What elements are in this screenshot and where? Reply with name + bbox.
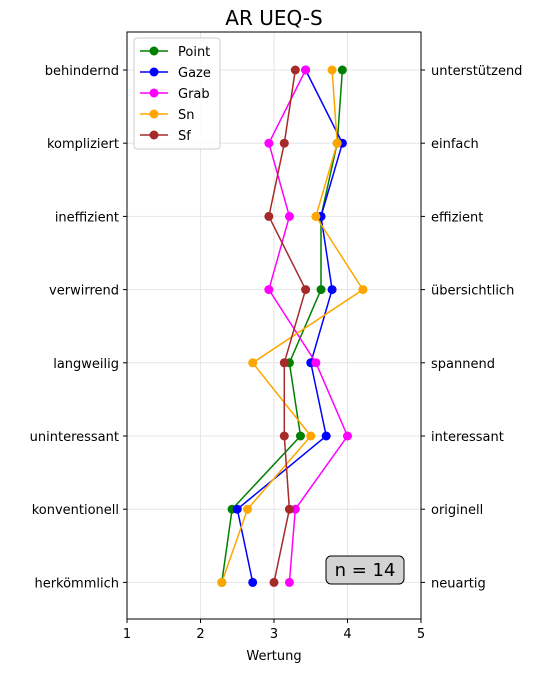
legend-label: Point: [178, 45, 210, 60]
data-point-gaze: [248, 577, 258, 587]
series-layer: [217, 65, 368, 587]
data-point-grab: [284, 211, 294, 221]
legend-box: [133, 37, 221, 150]
x-tick-label: 4: [343, 627, 351, 642]
data-point-sn: [358, 285, 368, 295]
y-label-left: kompliziert: [47, 137, 119, 152]
y-label-left: herkömmlich: [34, 576, 119, 591]
data-point-grab: [264, 285, 274, 295]
data-point-sn: [332, 138, 342, 148]
y-label-right: originell: [431, 503, 483, 518]
legend-label: Sf: [178, 129, 191, 144]
data-point-gaze: [327, 285, 337, 295]
y-label-right: übersichtlich: [431, 284, 514, 299]
y-label-left: langweilig: [53, 357, 119, 372]
ticks: 1 2 3 4 5 behindernd unterstützend kompliziert e…: [30, 64, 523, 642]
y-label-right: spannend: [431, 357, 495, 372]
data-point-sn: [243, 504, 253, 514]
series-line-point: [221, 69, 344, 583]
data-point-point: [316, 285, 326, 295]
data-point-grab: [284, 577, 294, 587]
y-label-right: interessant: [431, 430, 504, 445]
data-point-gaze: [321, 431, 331, 441]
data-point-sf: [290, 65, 300, 75]
series-line-sf: [268, 69, 307, 583]
chart-title: AR UEQ-S: [225, 6, 322, 30]
legend-swatch-marker: [149, 109, 159, 119]
y-label-left: uninteressant: [30, 430, 119, 445]
data-point-sf: [284, 504, 294, 514]
series-line-gaze: [236, 69, 344, 583]
x-tick-label: 1: [123, 627, 131, 642]
legend: Point Gaze Grab Sn Sf: [133, 37, 221, 150]
y-label-left: behindernd: [45, 64, 119, 79]
data-point-sf: [279, 138, 289, 148]
legend-label: Sn: [178, 108, 195, 123]
x-tick-label: 2: [196, 627, 204, 642]
data-point-sn: [248, 358, 258, 368]
data-point-grab: [264, 138, 274, 148]
series-line-grab: [268, 69, 349, 583]
data-point-sn: [311, 211, 321, 221]
y-label-right: effizient: [431, 210, 483, 225]
legend-swatch-marker: [149, 67, 159, 77]
series-line-sn: [221, 69, 364, 583]
data-point-grab: [343, 431, 352, 441]
legend-swatch-marker: [149, 130, 159, 140]
y-label-left: konventionell: [32, 503, 119, 518]
data-point-point: [295, 431, 305, 441]
x-axis-label: Wertung: [246, 649, 301, 664]
data-point-sf: [301, 285, 311, 295]
x-tick-label: 5: [417, 627, 425, 642]
legend-label: Gaze: [178, 66, 211, 81]
data-point-sf: [264, 211, 274, 221]
legend-label: Grab: [178, 87, 210, 102]
y-label-right: einfach: [431, 137, 479, 152]
y-label-left: verwirrend: [49, 284, 119, 299]
annotation-box: n = 14: [325, 555, 405, 585]
x-tick-label: 3: [270, 627, 278, 642]
y-label-left: ineffizient: [55, 210, 119, 225]
data-point-sn: [217, 577, 227, 587]
data-point-sf: [279, 358, 289, 368]
data-point-sf: [269, 577, 279, 587]
y-label-right: neuartig: [431, 576, 486, 591]
data-point-sf: [279, 431, 289, 441]
annotation-text: n = 14: [335, 560, 396, 581]
legend-swatch-marker: [149, 88, 159, 98]
data-point-point: [337, 65, 347, 75]
y-label-right: unterstützend: [431, 64, 522, 79]
data-point-grab: [311, 358, 321, 368]
data-point-gaze: [232, 504, 242, 514]
data-point-grab: [301, 65, 311, 75]
legend-swatch-marker: [149, 46, 159, 56]
data-point-sn: [327, 65, 337, 75]
data-point-sn: [306, 431, 316, 441]
